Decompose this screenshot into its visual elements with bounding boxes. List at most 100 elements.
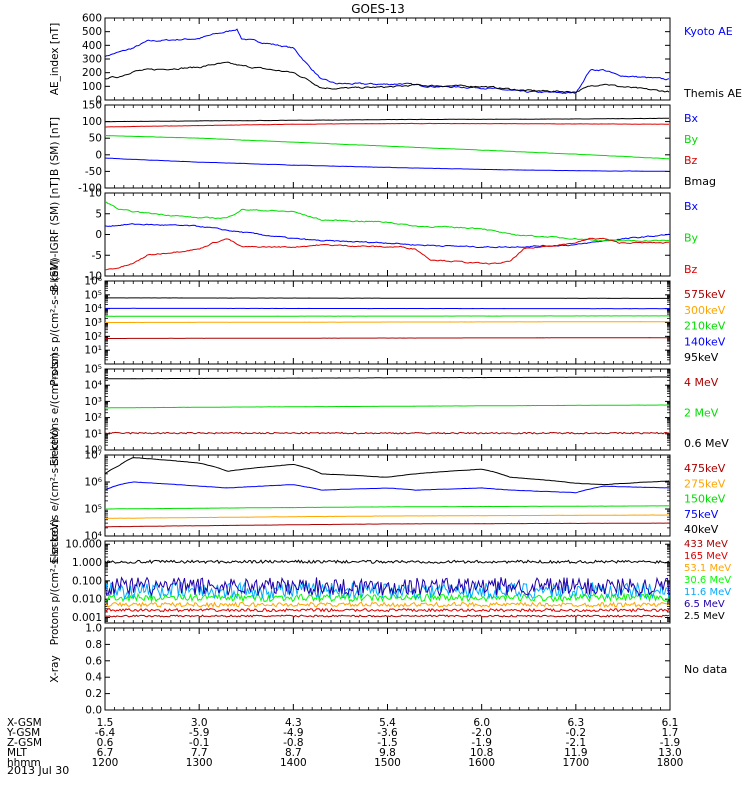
y-axis-label: B (SM) [nT] — [49, 117, 61, 176]
y-tick-label: 10⁵ — [84, 504, 102, 516]
panel-5: 10⁰ 10¹ 10² 10³ 10⁴ 10⁵ Electrons e/(cm²-s-sr)… — [49, 353, 729, 466]
legend-label: 30.6 MeV — [684, 575, 731, 586]
y-axis-label: B (SM)-IGRF (SM) [nT] — [49, 177, 61, 292]
y-tick-label: 1.000 — [72, 557, 102, 569]
y-axis-label: Electrons e/(cm²-s-sr) — [49, 353, 61, 466]
legend-label: Themis AE — [683, 87, 742, 100]
legend-label: Bmag — [684, 175, 716, 188]
x-axis-table: X-GSM 1.5 3.0 4.3 5.4 6.0 6.3 6.1Y-GSM -6.4 -5.9-… — [6, 717, 683, 769]
series-line-by — [105, 135, 670, 160]
y-tick-label: 10 — [89, 188, 102, 200]
y-tick-label: 10² — [84, 331, 102, 343]
x-table-value: 1.5 — [97, 717, 114, 729]
series-line-bz — [105, 237, 670, 271]
legend-label: Bz — [684, 263, 698, 276]
y-axis-label: Electrons e/(cm²-s-sr-keV) — [49, 428, 61, 564]
x-table-value: 1500 — [374, 757, 401, 769]
legend-label: 275keV — [684, 477, 726, 490]
legend-label: Bz — [684, 154, 698, 167]
legend-label: 165 MeV — [684, 551, 728, 562]
series-line-2-5-mev — [105, 559, 670, 565]
y-tick-label: 10.000 — [65, 539, 102, 551]
legend-label: 53.1 MeV — [684, 563, 731, 574]
y-tick-label: 10⁰ — [84, 445, 102, 457]
legend-label: 150keV — [684, 493, 726, 506]
legend-label: 40keV — [684, 523, 719, 536]
x-table-value: 10.8 — [470, 747, 493, 759]
y-tick-label: 200 — [82, 67, 102, 79]
panel-7: 0.001 0.010 0.100 1.000 10.000 Protons p/(cm²… — [49, 519, 731, 646]
series-line-53-1-mev — [105, 601, 670, 608]
y-tick-label: 500 — [82, 26, 102, 38]
x-table-value: 6.7 — [97, 747, 114, 759]
x-table-value: -2.1 — [566, 737, 587, 749]
x-table-value: -4.9 — [283, 727, 304, 739]
x-table-value: 1600 — [468, 757, 495, 769]
y-tick-label: 0 — [95, 149, 102, 161]
x-table-value: 9.8 — [379, 747, 396, 759]
date-label: 2013 Jul 30 — [7, 764, 69, 777]
x-table-value: -5.9 — [189, 727, 210, 739]
series-line-75kev — [105, 481, 670, 494]
x-table-row-label: Y-GSM — [6, 727, 40, 739]
series-line-11-6-mev — [105, 580, 670, 601]
x-table-value: 5.4 — [379, 717, 396, 729]
x-table-value: 1.7 — [662, 727, 679, 739]
panel-6: 10⁴ 10⁵ 10⁶ 10⁷ Electrons e/(cm²-s-sr-keV) 47… — [49, 428, 726, 564]
series-line-475kev — [105, 522, 669, 528]
panel-2: -100 -50 0 50 100 150 B (SM) [nT] Bx By Bz Bmag — [49, 100, 716, 195]
series-line-433-mev — [105, 614, 670, 618]
y-axis-label: Protons p/(cm²-s-sr-keV) — [49, 519, 61, 646]
x-table-value: -1.5 — [377, 737, 398, 749]
series-line-2-mev — [105, 404, 670, 409]
y-tick-label: 10⁶ — [84, 276, 102, 288]
x-table-value: 1400 — [280, 757, 307, 769]
legend-label: 95keV — [684, 351, 719, 364]
y-tick-label: 10⁷ — [84, 450, 102, 462]
legend-label: 11.6 MeV — [684, 587, 731, 598]
no-data-label: No data — [684, 663, 727, 676]
panel-frame — [104, 192, 671, 277]
y-tick-label: 100 — [82, 116, 102, 128]
y-tick-label: 0.4 — [85, 672, 102, 684]
series-line-by — [105, 201, 670, 243]
series-line-bx — [105, 157, 670, 172]
x-table-value: 7.7 — [191, 747, 208, 759]
y-tick-label: 10⁴ — [84, 380, 102, 392]
y-tick-label: 600 — [82, 13, 102, 25]
panel-frame — [104, 368, 671, 451]
series-line-165-mev — [105, 607, 670, 613]
x-table-value: 1800 — [657, 757, 684, 769]
y-tick-label: 5 — [95, 208, 102, 220]
series-line-30-6-mev — [105, 592, 670, 603]
y-tick-label: -5 — [92, 250, 102, 262]
legend-label: By — [684, 133, 699, 146]
x-table-value: 13.0 — [658, 747, 681, 759]
y-tick-label: 0 — [95, 229, 102, 241]
x-table-value: -0.8 — [283, 737, 304, 749]
y-tick-label: 300 — [82, 54, 102, 66]
series-line-4-mev — [105, 431, 670, 435]
y-tick-label: 0.2 — [85, 688, 102, 700]
legend-label: Kyoto AE — [684, 25, 733, 38]
x-table-value: 6.0 — [473, 717, 490, 729]
series-line-bz — [105, 122, 670, 128]
legend-label: 140keV — [684, 335, 726, 348]
y-tick-label: -10 — [85, 271, 102, 283]
x-table-value: -6.4 — [95, 727, 116, 739]
x-table-value: 1200 — [92, 757, 119, 769]
series-line-575kev — [105, 337, 669, 339]
y-tick-label: 100 — [82, 81, 102, 93]
x-table-value: -3.6 — [377, 727, 398, 739]
x-table-row-label: hhmm — [7, 757, 41, 769]
series-line-0-6-mev — [105, 376, 669, 380]
legend-label: 210keV — [684, 320, 726, 333]
x-table-value: 3.0 — [191, 717, 208, 729]
legend-label: 0.6 MeV — [684, 437, 729, 450]
series-line-95kev — [105, 297, 669, 300]
y-tick-label: 10⁵ — [84, 364, 102, 376]
